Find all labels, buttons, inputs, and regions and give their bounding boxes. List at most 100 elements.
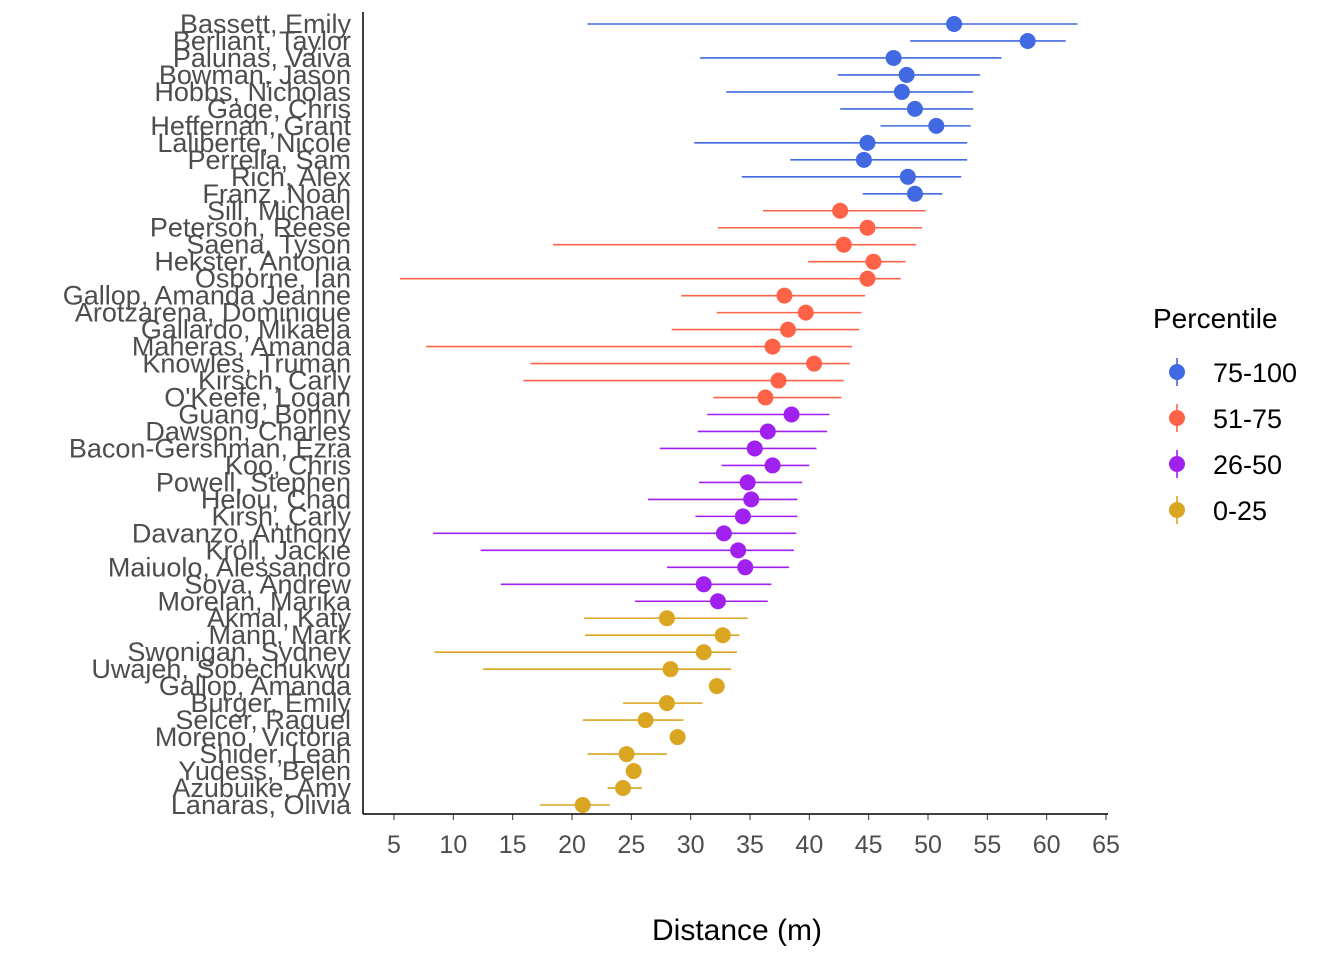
x-tick-label: 40: [795, 831, 823, 859]
point: [730, 542, 747, 559]
y-tick-label: Azubuike, Amy: [172, 773, 351, 803]
point: [734, 508, 751, 525]
point: [709, 593, 726, 610]
point: [898, 66, 915, 83]
point: [759, 423, 776, 440]
point: [832, 202, 849, 219]
point: [708, 678, 725, 695]
y-tick-label: Hobbs, Nicholas: [154, 77, 351, 107]
point: [835, 236, 852, 253]
x-tick-label: 5: [387, 831, 401, 859]
y-tick-label: Uwajeh, Sobechukwu: [91, 654, 351, 684]
y-tick-label: Moreno, Victoria: [155, 722, 352, 752]
y-tick-label: Berliant, Taylor: [173, 26, 351, 56]
point: [615, 780, 632, 797]
y-tick-label: Bacon-Gershman, Ezra: [69, 433, 352, 463]
point: [906, 100, 923, 117]
y-tick-label: Bowman, Jason: [159, 60, 351, 90]
point: [764, 457, 781, 474]
point: [859, 134, 876, 151]
legend-key-point: [1169, 502, 1185, 518]
y-tick-label: Helou, Chad: [201, 484, 351, 514]
y-tick-label: Shider, Leah: [199, 739, 351, 769]
x-tick-label: 35: [736, 831, 764, 859]
y-tick-label: O'Keefe, Logan: [164, 383, 351, 413]
y-tick-label: Maheras, Amanda: [132, 332, 352, 362]
legend-label: 26-50: [1213, 450, 1282, 480]
point: [695, 576, 712, 593]
point: [746, 440, 763, 457]
y-tick-label: Swonigan, Sydney: [127, 637, 351, 667]
y-tick-label: Lanaras, Olivia: [171, 790, 352, 820]
legend: Percentile 75-100 51-75 26-50 0-25: [1153, 303, 1297, 526]
point: [658, 610, 675, 627]
point: [855, 151, 872, 168]
y-tick-label: Arotzarena, Dominique: [75, 298, 351, 328]
y-tick-label: Gallop, Amanda Jeanne: [63, 281, 351, 311]
point: [779, 321, 796, 338]
x-tick-label: 45: [855, 831, 883, 859]
y-tick-label: Bassett, Emily: [180, 9, 352, 39]
legend-item: 75-100: [1169, 358, 1297, 388]
legend-key-point: [1169, 410, 1185, 426]
point: [928, 117, 945, 134]
x-axis: 5 10 15 20 25 30 35 40 45 50 55 60 65: [387, 814, 1120, 859]
x-tick-label: 10: [439, 831, 467, 859]
y-tick-label: Dawson, Charles: [145, 416, 351, 446]
y-tick-label: Gallardo, Mikaela: [141, 315, 352, 345]
legend-label: 0-25: [1213, 496, 1267, 526]
x-tick-label: 30: [677, 831, 705, 859]
point: [797, 304, 814, 321]
legend-key-point: [1169, 364, 1185, 380]
point: [865, 253, 882, 270]
point: [899, 168, 916, 185]
point: [783, 406, 800, 423]
y-tick-label: Sova, Andrew: [184, 569, 351, 599]
point: [739, 474, 756, 491]
point: [625, 763, 642, 780]
point: [764, 338, 781, 355]
point: [669, 729, 686, 746]
y-tick-label: Burger, Emily: [190, 688, 351, 718]
point: [662, 661, 679, 678]
point: [859, 219, 876, 236]
legend-item: 51-75: [1169, 404, 1282, 434]
point: [770, 372, 787, 389]
y-tick-label: Laliberte, Nicole: [157, 128, 351, 158]
y-tick-label: Peterson, Reese: [150, 213, 351, 243]
y-tick-label: Hekster, Antonia: [154, 247, 352, 277]
y-tick-label: Kirsch, Carly: [198, 366, 352, 396]
point: [906, 185, 923, 202]
legend-label: 51-75: [1213, 404, 1282, 434]
point: [859, 270, 876, 287]
x-tick-label: 65: [1092, 831, 1120, 859]
y-tick-label: Koo, Chris: [225, 450, 351, 480]
x-tick-label: 60: [1033, 831, 1061, 859]
x-tick-label: 25: [617, 831, 645, 859]
y-tick-label: Sill, Michael: [207, 196, 351, 226]
y-tick-label: Kroll, Jackie: [205, 535, 351, 565]
point: [695, 644, 712, 661]
x-tick-label: 20: [558, 831, 586, 859]
point: [776, 287, 793, 304]
y-tick-label: Selcer, Raquel: [175, 705, 351, 735]
x-tick-label: 50: [914, 831, 942, 859]
point: [715, 525, 732, 542]
point: [893, 83, 910, 100]
y-tick-label: Mann, Mark: [208, 620, 351, 650]
y-tick-label: Powell, Stephen: [156, 467, 351, 497]
point: [806, 355, 823, 372]
y-tick-label: Maiuolo, Alessandro: [108, 552, 351, 582]
legend-title: Percentile: [1153, 303, 1278, 334]
y-tick-label: Osborne, Ian: [195, 264, 351, 294]
legend-item: 26-50: [1169, 450, 1282, 480]
point: [757, 389, 774, 406]
legend-item: 0-25: [1169, 496, 1267, 526]
point: [743, 491, 760, 508]
point: [574, 797, 591, 813]
point: [946, 16, 963, 32]
plot-marks: [399, 16, 1078, 813]
y-tick-label: Gallop, Amanda: [159, 671, 352, 701]
y-tick-label: Heffernan, Grant: [150, 111, 351, 141]
